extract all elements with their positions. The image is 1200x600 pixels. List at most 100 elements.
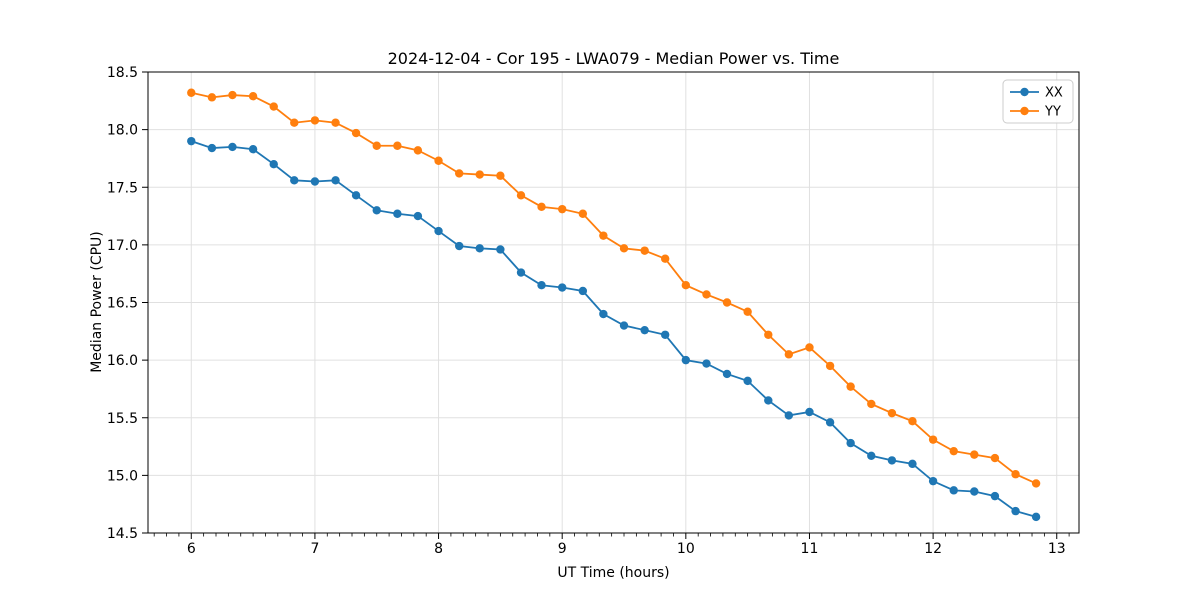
series-XX-marker — [681, 355, 691, 365]
series-YY-marker — [846, 382, 855, 391]
series-XX-marker — [722, 369, 732, 379]
grid-lines — [148, 71, 1079, 534]
series-YY-marker — [702, 290, 711, 299]
series-XX-marker — [557, 283, 567, 292]
series-XX-marker — [207, 143, 217, 153]
series-XX-marker — [413, 211, 423, 221]
series-YY-marker — [413, 146, 423, 155]
y-tick-label: 15.5 — [107, 411, 138, 427]
series-XX-marker — [578, 286, 588, 296]
series-XX-marker — [228, 142, 237, 152]
series-XX-marker — [660, 330, 670, 339]
legend-marker-XX — [1020, 87, 1029, 97]
series-YY-marker — [640, 246, 649, 255]
series-XX — [187, 136, 1041, 522]
series-YY-marker — [187, 88, 196, 97]
series-XX-marker — [516, 268, 526, 277]
y-axis-label: Median Power (CPU) — [89, 231, 105, 373]
series-YY-marker — [537, 202, 546, 212]
legend: XX YY — [1002, 79, 1074, 124]
series-XX-marker — [393, 209, 402, 218]
series-XX-marker — [454, 241, 464, 251]
series-XX-marker — [290, 176, 299, 185]
x-minor-ticks — [153, 533, 1070, 537]
x-axis-label: UT Time (hours) — [557, 565, 670, 581]
series-XX-marker — [475, 244, 484, 253]
series-XX-marker — [1031, 512, 1041, 522]
series-YY-marker — [970, 450, 979, 459]
series-YY-marker — [764, 330, 773, 339]
series-XX-marker — [640, 325, 649, 335]
y-tick-label: 15.0 — [107, 468, 138, 484]
series-XX-marker — [949, 486, 958, 495]
series-YY-marker — [1031, 479, 1041, 488]
series-YY-marker — [784, 350, 794, 359]
series-YY-marker — [228, 90, 237, 100]
series-YY-marker — [475, 170, 484, 179]
series-XX-marker — [970, 487, 979, 496]
series-YY-marker — [990, 453, 1000, 463]
legend-label-XX: XX — [1045, 86, 1063, 101]
series-XX-marker — [537, 281, 546, 290]
series-YY-marker — [496, 171, 505, 180]
series-YY-marker — [393, 141, 402, 150]
series-YY-marker — [887, 408, 897, 418]
series-YY-marker — [454, 169, 464, 178]
series-XX-marker — [784, 411, 794, 420]
series-XX-marker — [908, 459, 917, 469]
x-tick-label: 6 — [187, 541, 196, 557]
x-tick-label: 7 — [310, 541, 319, 557]
series-YY-marker — [867, 399, 876, 409]
series-XX-marker — [187, 136, 196, 146]
legend-label-YY: YY — [1044, 105, 1061, 120]
series-YY-marker — [825, 361, 835, 371]
y-tick-label: 16.5 — [107, 296, 138, 312]
series-YY-marker — [908, 417, 917, 426]
series-YY-marker — [743, 307, 752, 316]
series-YY-marker — [599, 231, 608, 240]
series-YY-marker — [928, 435, 938, 444]
series-YY-marker — [660, 254, 670, 263]
x-tick-label: 8 — [434, 541, 443, 557]
series-XX-marker — [928, 476, 938, 486]
y-tick-label: 17.5 — [107, 180, 138, 196]
x-tick-label: 9 — [558, 541, 567, 557]
x-axis-ticks: 6 7 8 9 10 11 12 13 — [187, 533, 1066, 557]
y-tick-label: 14.5 — [107, 526, 138, 542]
x-tick-label: 10 — [677, 541, 695, 557]
y-tick-label: 16.0 — [107, 353, 138, 369]
y-tick-label: 18.0 — [107, 123, 138, 139]
series-XX-marker — [351, 191, 361, 200]
series-XX-marker — [990, 491, 1000, 501]
series-XX-marker — [599, 309, 608, 319]
series-XX-marker — [805, 407, 814, 417]
series-YY-marker — [434, 156, 443, 165]
series-XX-marker — [867, 451, 876, 460]
series-YY-marker — [557, 204, 567, 214]
legend-marker-YY — [1020, 106, 1029, 116]
series-YY-marker — [372, 141, 381, 150]
series-XX-marker — [619, 321, 629, 330]
series-XX-marker — [702, 359, 711, 368]
y-axis-ticks: 14.5 15.0 15.5 16.0 16.5 17.0 17.5 18.0 18.5 — [107, 65, 148, 542]
series-XX-marker — [496, 245, 505, 254]
series-YY-marker — [207, 93, 217, 102]
series-YY-marker — [1011, 470, 1020, 479]
series-YY — [187, 88, 1041, 488]
series-YY-marker — [248, 92, 258, 101]
series-XX-marker — [1011, 506, 1020, 516]
series-YY-line — [191, 91, 1037, 485]
series-YY-marker — [331, 118, 340, 127]
series-YY-marker — [722, 298, 732, 307]
series-YY-marker — [949, 446, 958, 456]
series-XX-marker — [248, 145, 258, 154]
series-XX-marker — [310, 177, 320, 186]
series-YY-marker — [310, 116, 320, 125]
series-XX-marker — [825, 418, 835, 427]
series-YY-marker — [290, 118, 299, 127]
y-tick-label: 17.0 — [107, 238, 138, 254]
series-XX-line — [190, 140, 1037, 518]
series-YY-marker — [681, 281, 691, 290]
